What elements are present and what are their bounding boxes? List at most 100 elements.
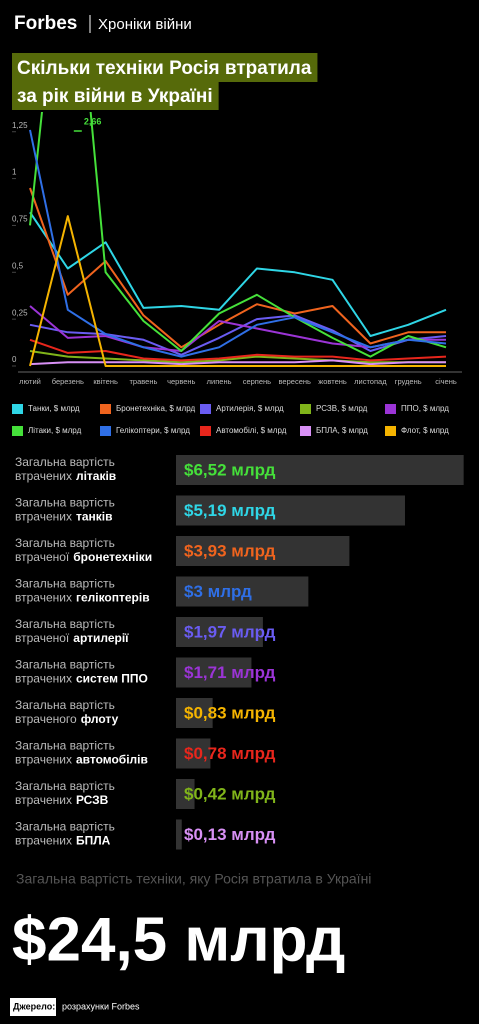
x-tick-label: травень (130, 377, 158, 386)
series-line (29, 187, 446, 349)
section: Хроніки війни (98, 16, 192, 33)
bar (176, 819, 182, 850)
legend-label: РСЗВ, $ млрд (316, 404, 368, 413)
value-label: $1,71 млрд (184, 663, 276, 682)
legend-swatch (385, 426, 396, 436)
bar (176, 657, 252, 688)
total-value: $24,5 млрд (12, 905, 345, 974)
category-line: втрачених (15, 672, 72, 686)
source-text: розрахунки Forbes (62, 1001, 140, 1011)
x-tick-label: листопад (354, 377, 387, 386)
value-label: $1,97 млрд (184, 622, 276, 641)
category-line: Загальна вартість (15, 658, 115, 672)
value-label: $6,52 млрд (184, 460, 276, 479)
bar (176, 779, 195, 809)
value-label: $0,78 млрд (184, 744, 276, 763)
category-line: Загальна вартість (15, 577, 115, 591)
x-tick-label: червень (167, 377, 195, 386)
category-line: Загальна вартість (15, 779, 115, 793)
category-label: РСЗВ (76, 793, 109, 807)
category-label: бронетехніки (73, 550, 152, 564)
category-line: втрачених (15, 469, 72, 483)
legend-swatch (12, 426, 23, 436)
legend-swatch (200, 426, 211, 436)
category-line: Загальна вартість (15, 496, 115, 510)
category-line: Загальна вартість (15, 739, 115, 753)
value-label: $0,13 млрд (184, 825, 276, 844)
category-label: гелікоптерів (76, 591, 150, 605)
category-line: втраченого (15, 712, 77, 726)
title: Скільки техніки Росія втратила за рік вій… (12, 53, 318, 110)
bar (176, 738, 211, 769)
legend-swatch (385, 404, 396, 414)
category-label: БПЛА (76, 834, 111, 848)
series-line (29, 338, 447, 362)
value-label: 2,66 (84, 116, 102, 126)
category-label: автомобілів (76, 753, 148, 767)
source-label: Джерело: (13, 1001, 55, 1011)
legend-label: Танки, $ млрд (28, 404, 80, 413)
category-line: втрачених (15, 510, 72, 524)
series-line (29, 211, 447, 337)
y-tick-label: 0,75 (12, 215, 28, 224)
x-tick-label: липень (207, 377, 232, 386)
y-tick-label: 1,25 (12, 121, 28, 130)
legend-swatch (200, 404, 211, 414)
legend-swatch (300, 404, 311, 414)
category-label: танків (76, 510, 113, 524)
series-line (29, 112, 447, 358)
series-line (29, 129, 447, 358)
legend-label: БПЛА, $ млрд (316, 426, 368, 435)
bar (176, 455, 464, 485)
bar (176, 617, 263, 647)
legend-label: Гелікоптери, $ млрд (116, 426, 190, 435)
total-caption: Загальна вартість техніки, яку Росія втр… (16, 871, 371, 887)
title-line: за рік війни в Україні (17, 86, 213, 107)
series-line (29, 350, 446, 364)
category-line: втрачених (15, 591, 72, 605)
y-tick-label: 0,5 (12, 261, 24, 270)
legend-swatch (100, 404, 111, 414)
category-line: втраченої (15, 631, 70, 645)
legend-label: ППО, $ млрд (401, 404, 449, 413)
x-tick-label: серпень (243, 377, 271, 386)
category-label: систем ППО (76, 672, 148, 686)
category-line: втрачених (15, 793, 72, 807)
category-label: артилерії (73, 631, 129, 645)
value-label: $5,19 млрд (184, 501, 276, 520)
legend-label: Флот, $ млрд (401, 426, 449, 435)
legend-swatch (12, 404, 23, 414)
title-bg (12, 53, 318, 82)
category-line: Загальна вартість (15, 698, 115, 712)
legend-swatch (300, 426, 311, 436)
value-label: $3,93 млрд (184, 541, 276, 560)
x-tick-label: лютий (19, 377, 41, 386)
legend-swatch (100, 426, 111, 436)
category-line: Загальна вартість (15, 617, 115, 631)
series-line (29, 314, 447, 356)
x-tick-label: вересень (279, 377, 311, 386)
category-line: втраченої (15, 550, 70, 564)
category-line: Загальна вартість (15, 820, 115, 834)
category-line: втрачених (15, 834, 72, 848)
y-tick-label: 1 (12, 168, 17, 177)
brand: Forbes (14, 13, 77, 34)
x-tick-label: квітень (93, 377, 118, 386)
title-line: Скільки техніки Росія втратила (17, 58, 312, 79)
legend-label: Літаки, $ млрд (28, 426, 82, 435)
bar (176, 536, 350, 566)
bar (176, 576, 309, 607)
x-tick-label: жовтень (318, 377, 347, 386)
x-tick-label: січень (435, 377, 457, 386)
bar (176, 495, 405, 526)
x-tick-label: грудень (395, 377, 422, 386)
series-line (29, 215, 446, 367)
title-bg (12, 81, 219, 110)
source-badge (10, 998, 56, 1016)
legend-label: Артилерія, $ млрд (216, 404, 284, 413)
value-label: $0,83 млрд (184, 703, 276, 722)
y-tick-label: 0 (12, 355, 17, 364)
x-tick-label: березень (52, 377, 84, 386)
